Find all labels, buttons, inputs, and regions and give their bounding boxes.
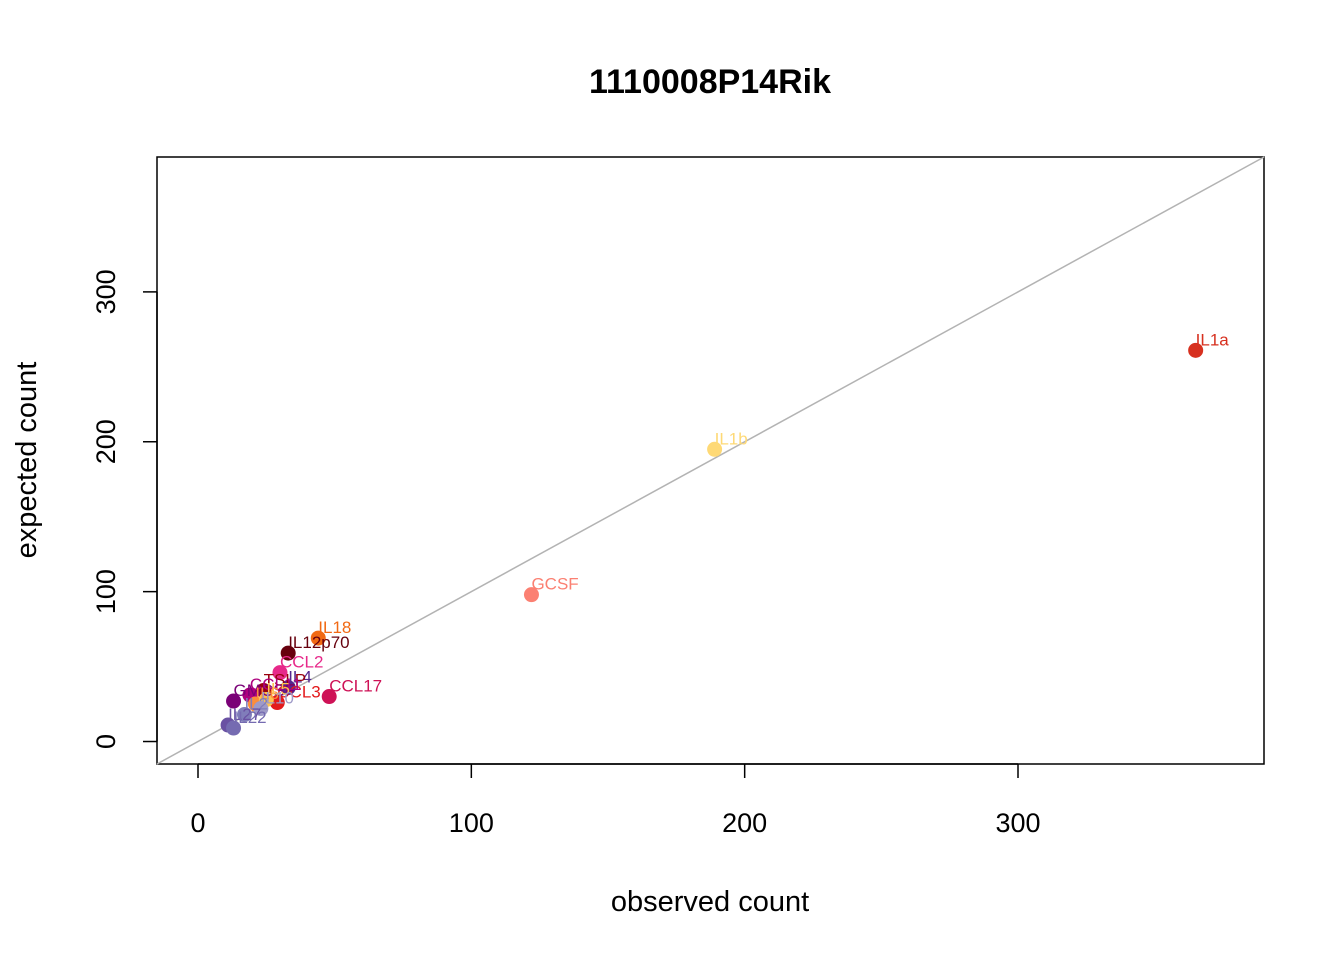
point-gcsf	[523, 587, 539, 603]
point-il12p70	[280, 645, 296, 661]
point-label-gcsf: GCSF	[531, 575, 578, 594]
y-tick-label: 200	[91, 419, 121, 464]
point-label-ccl11: CCL11	[250, 675, 302, 694]
y-tick-label: 100	[91, 569, 121, 614]
point-label-il10: IL10	[261, 689, 294, 708]
y-tick-label: 0	[91, 734, 121, 749]
identity-line	[156, 156, 1265, 765]
point-label-ccl17: CCL17	[329, 677, 382, 696]
point-label-il2: IL2	[244, 695, 268, 714]
point-label-gmcsf: GMCSF	[234, 681, 295, 700]
point-label-il27: IL27	[228, 705, 261, 724]
point-label-il4: IL4	[288, 668, 312, 687]
point-label-il22: IL22	[234, 708, 267, 727]
point-ccl17	[321, 689, 337, 705]
point-gmcsf	[226, 693, 242, 709]
point-label-tslp: TSLP	[264, 671, 307, 690]
y-axis: 0 100 200 300	[91, 269, 158, 749]
y-axis-label: expected count	[11, 362, 43, 559]
point-il1a	[1188, 342, 1204, 358]
x-tick-label: 0	[190, 808, 205, 838]
point-il4	[280, 680, 296, 696]
y-tick-label: 300	[91, 269, 121, 314]
chart-title: 1110008P14Rik	[589, 63, 831, 101]
point-il1b	[707, 441, 723, 457]
point-il18	[310, 630, 326, 646]
point-il22	[226, 720, 242, 736]
point-ccl2	[272, 665, 288, 681]
x-axis: 0 100 200 300	[190, 763, 1041, 838]
point-il2	[236, 707, 252, 723]
x-tick-label: 300	[995, 808, 1040, 838]
point-label-il1b: IL1b	[715, 429, 748, 448]
point-il10	[253, 701, 269, 717]
x-tick-label: 100	[449, 808, 494, 838]
reference-line-group	[156, 156, 1265, 765]
x-axis-label: observed count	[611, 886, 809, 918]
point-label-il18: IL18	[318, 618, 351, 637]
point-label-il5: IL5	[266, 680, 290, 699]
point-label-ccl3: CCL3	[277, 683, 320, 702]
point-label-il12p70: IL12p70	[288, 633, 349, 652]
points-group	[220, 342, 1204, 736]
point-label-il1a: IL1a	[1196, 330, 1230, 349]
point-label-ccl2: CCL2	[280, 653, 323, 672]
point-label-il6: IL6	[255, 684, 279, 703]
x-tick-label: 200	[722, 808, 767, 838]
